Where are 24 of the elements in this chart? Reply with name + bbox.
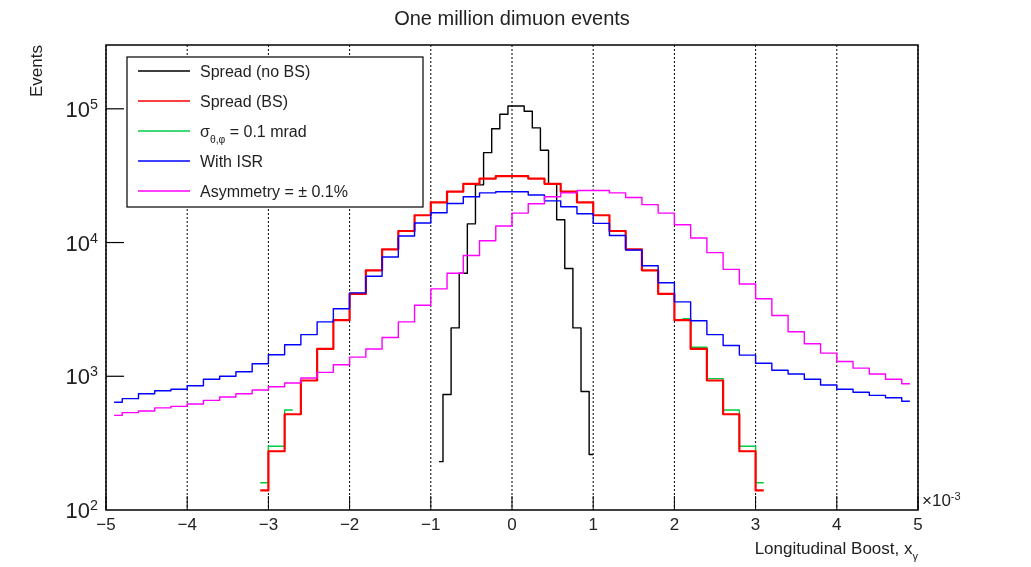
y-axis-title: Events (27, 45, 46, 97)
legend-label: Spread (BS) (200, 93, 289, 110)
y-tick-label: 10$^{5}$ (65, 95, 99, 122)
y-tick-label: 10$^{3}$ (65, 363, 99, 390)
x-axis-title: Longitudinal Boost, x$_{γ}$ (754, 539, 919, 562)
x-tick-label: −4 (177, 515, 197, 534)
legend-label: Asymmetry = ± 0.1% (200, 183, 348, 200)
x-tick-label: 2 (669, 515, 680, 534)
y-tick-label: 10$^{4}$ (65, 229, 99, 256)
x-tick-label: −5 (96, 515, 116, 534)
x-tick-label: 1 (588, 515, 598, 534)
x-tick-label: 5 (913, 515, 923, 534)
x-tick-label: −3 (258, 515, 279, 534)
x-tick-label: 3 (750, 515, 761, 534)
text: ×10$^{-3}$ (922, 490, 961, 510)
legend-label: Spread (no BS) (200, 63, 311, 80)
legend-label: With ISR (200, 153, 264, 170)
x-tick-label: 4 (832, 515, 842, 534)
x-tick-label: −2 (339, 515, 360, 534)
x-tick-label: 0 (507, 515, 517, 534)
x-tick-label: −1 (421, 515, 441, 534)
legend-label: σ$_{θ,φ}$ = 0.1 mrad (200, 123, 307, 145)
chart-title: One million dimuon events (394, 7, 630, 29)
y-tick-label: 10$^{2}$ (65, 497, 99, 523)
